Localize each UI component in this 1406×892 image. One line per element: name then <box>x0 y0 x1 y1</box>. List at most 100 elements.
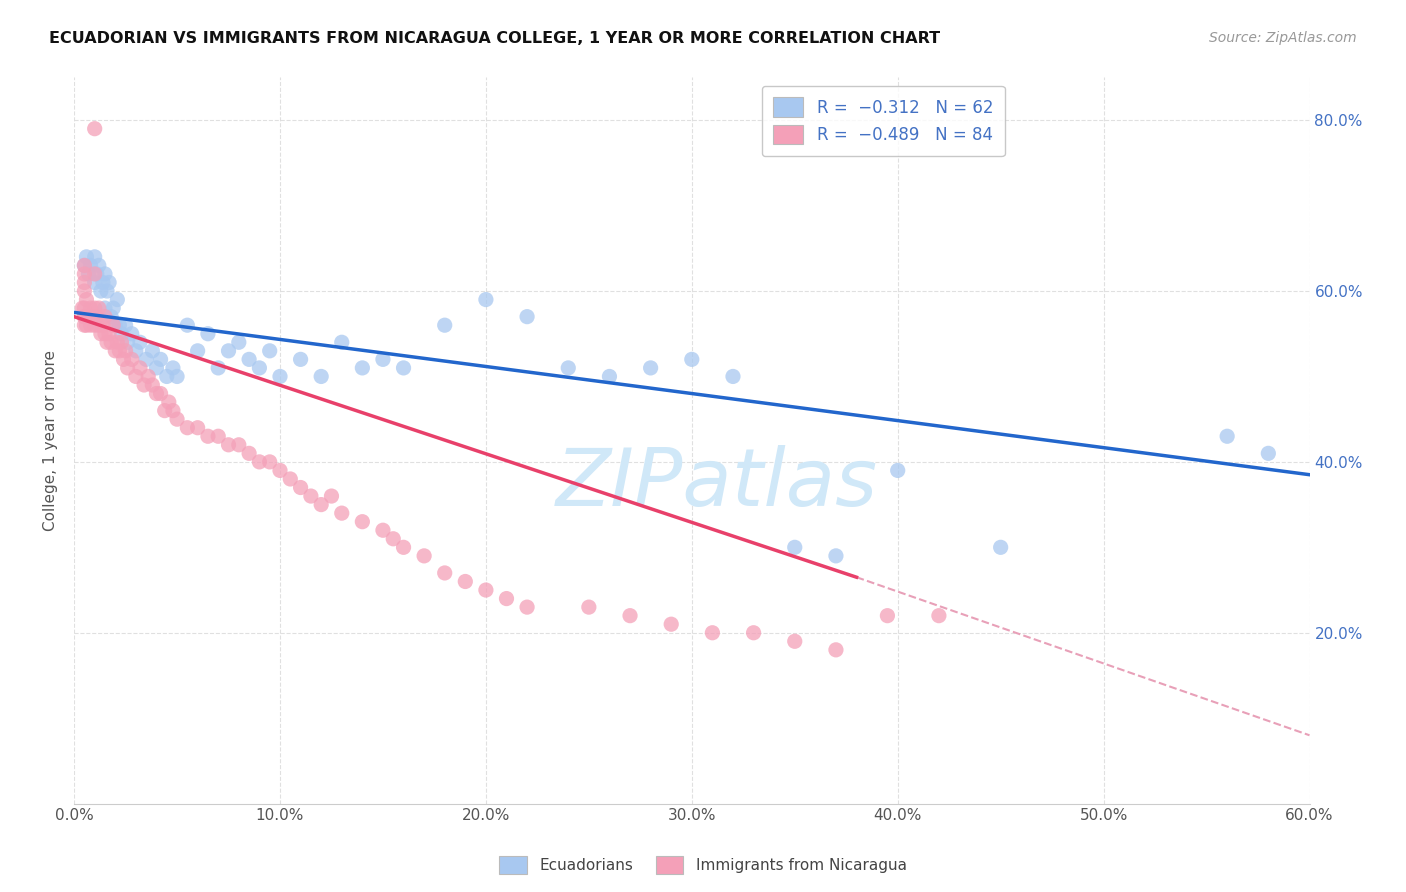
Point <box>86 267 108 281</box>
Point <box>112 352 135 367</box>
Point <box>114 318 136 333</box>
Point <box>83 276 105 290</box>
Point <box>94 301 117 315</box>
Point <box>557 360 579 375</box>
Point <box>73 310 96 324</box>
Point <box>259 343 281 358</box>
Point <box>125 343 148 358</box>
Point <box>125 369 148 384</box>
Point <box>218 438 240 452</box>
Point <box>110 335 132 350</box>
Point <box>73 310 96 324</box>
Point <box>259 455 281 469</box>
Point <box>330 335 353 350</box>
Point <box>75 250 97 264</box>
Point <box>73 284 96 298</box>
Point <box>598 369 620 384</box>
Point <box>82 310 104 324</box>
Point <box>83 250 105 264</box>
Point <box>352 515 374 529</box>
Point <box>382 532 405 546</box>
Point <box>96 284 118 298</box>
Point <box>371 352 394 367</box>
Point <box>108 318 131 333</box>
Point <box>433 566 456 580</box>
Point <box>83 318 105 333</box>
Point <box>149 352 172 367</box>
Point <box>516 310 538 324</box>
Point <box>247 360 270 375</box>
Point <box>105 335 128 350</box>
Point <box>990 541 1012 555</box>
Point <box>108 343 131 358</box>
Point <box>117 360 139 375</box>
Text: ECUADORIAN VS IMMIGRANTS FROM NICARAGUA COLLEGE, 1 YEAR OR MORE CORRELATION CHAR: ECUADORIAN VS IMMIGRANTS FROM NICARAGUA … <box>49 31 941 46</box>
Point <box>96 335 118 350</box>
Point <box>145 386 167 401</box>
Point <box>187 421 209 435</box>
Text: ZIPatlas: ZIPatlas <box>555 445 877 523</box>
Point <box>516 600 538 615</box>
Point <box>166 412 188 426</box>
Point <box>238 352 260 367</box>
Point <box>103 301 125 315</box>
Point <box>136 369 159 384</box>
Point <box>141 343 163 358</box>
Point <box>117 335 139 350</box>
Point <box>433 318 456 333</box>
Point <box>228 335 250 350</box>
Point <box>207 360 229 375</box>
Point <box>1216 429 1239 443</box>
Point <box>72 301 94 315</box>
Point <box>94 326 117 341</box>
Point <box>352 360 374 375</box>
Point <box>176 318 198 333</box>
Point <box>73 318 96 333</box>
Point <box>783 541 806 555</box>
Point <box>87 301 110 315</box>
Point <box>278 472 301 486</box>
Point <box>79 318 101 333</box>
Point <box>475 582 498 597</box>
Point <box>886 463 908 477</box>
Point <box>495 591 517 606</box>
Point <box>228 438 250 452</box>
Point <box>91 276 114 290</box>
Point <box>156 369 179 384</box>
Point <box>197 429 219 443</box>
Point <box>73 259 96 273</box>
Point <box>269 369 291 384</box>
Point <box>104 343 127 358</box>
Point <box>413 549 436 563</box>
Point <box>742 625 765 640</box>
Point <box>321 489 343 503</box>
Point <box>91 318 114 333</box>
Point <box>129 360 152 375</box>
Point <box>79 259 101 273</box>
Point <box>197 326 219 341</box>
Point <box>86 310 108 324</box>
Point <box>157 395 180 409</box>
Point <box>392 541 415 555</box>
Point <box>129 335 152 350</box>
Point <box>578 600 600 615</box>
Point <box>94 310 117 324</box>
Point <box>876 608 898 623</box>
Point <box>90 284 112 298</box>
Point <box>371 523 394 537</box>
Legend: R =  −0.312   N = 62, R =  −0.489   N = 84: R = −0.312 N = 62, R = −0.489 N = 84 <box>762 86 1005 156</box>
Point <box>114 343 136 358</box>
Point <box>659 617 682 632</box>
Point <box>77 310 100 324</box>
Point <box>121 326 143 341</box>
Point <box>330 506 353 520</box>
Point <box>928 608 950 623</box>
Point <box>94 267 117 281</box>
Point <box>100 335 122 350</box>
Point <box>83 301 105 315</box>
Point <box>73 267 96 281</box>
Point <box>73 276 96 290</box>
Point <box>825 643 848 657</box>
Point <box>98 276 121 290</box>
Point <box>299 489 322 503</box>
